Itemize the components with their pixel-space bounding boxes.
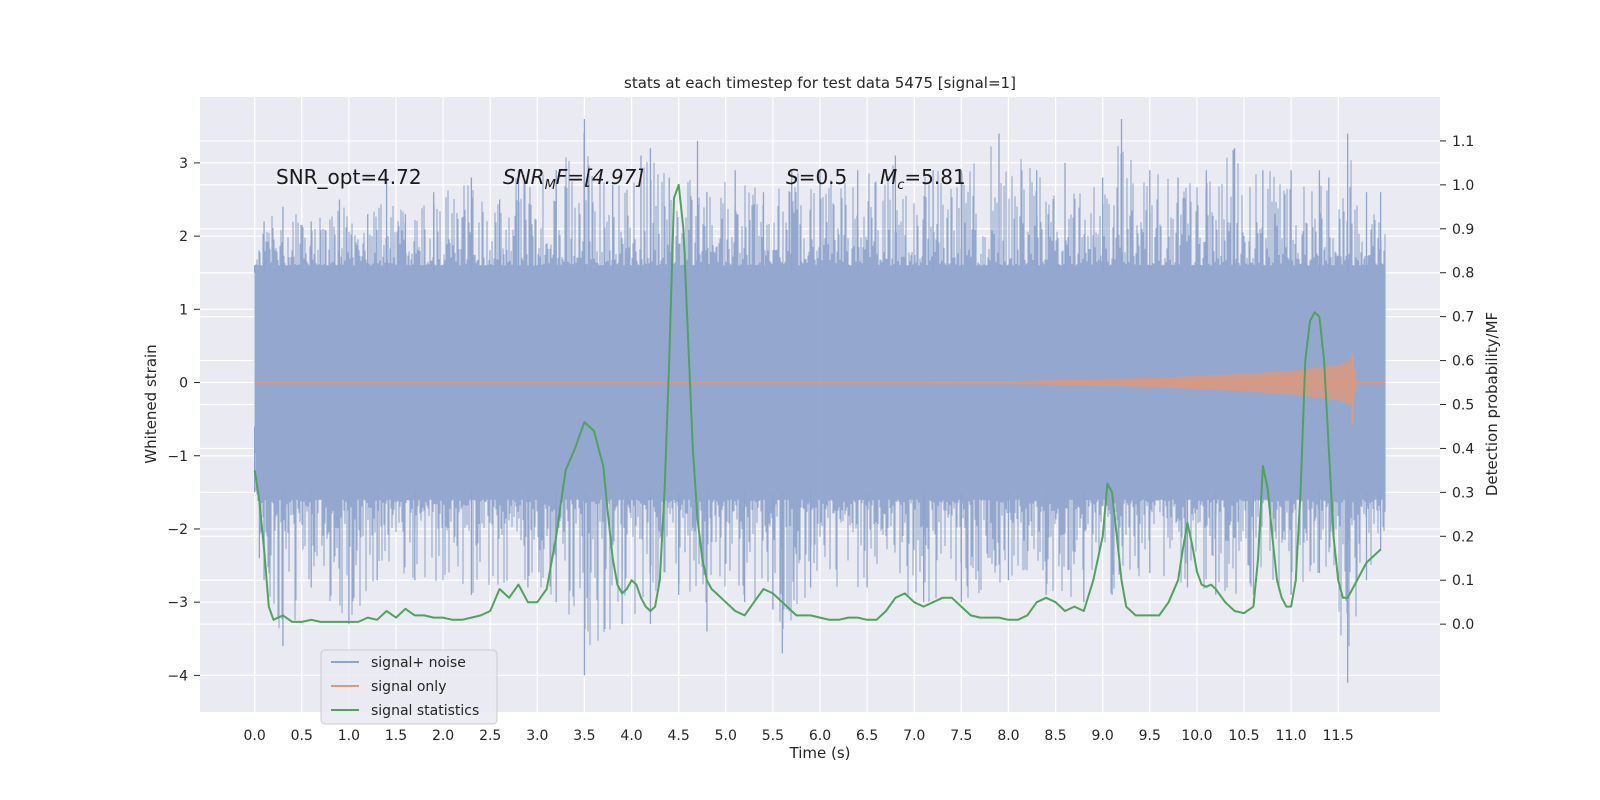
x-tick-label: 10.5	[1228, 728, 1259, 744]
annotation-s-main: S	[786, 165, 799, 189]
y-right-tick-label: 0.2	[1452, 529, 1474, 545]
legend-label-signal-only: signal only	[371, 679, 446, 695]
x-tick-label: 7.0	[903, 728, 925, 744]
x-tick-label: 1.5	[385, 728, 407, 744]
y-right-tick-label: 0.3	[1452, 485, 1474, 501]
y-left-tick-label: −3	[167, 595, 188, 611]
x-tick-label: 5.5	[762, 728, 784, 744]
y-left-tick-label: 3	[179, 156, 188, 172]
annotation-snr-mf-rest: F=[4.97]	[556, 165, 644, 189]
annotation-s: S=0.5	[786, 165, 847, 189]
x-tick-label: 2.5	[479, 728, 501, 744]
x-tick-label: 6.0	[809, 728, 831, 744]
chart-title: stats at each timestep for test data 547…	[624, 74, 1016, 92]
x-axis-ticks: 0.0 0.5 1.0 1.5 2.0 2.5 3.0 3.5 4.0 4.5 5.0 5.5 6.0 6…	[244, 728, 1354, 744]
x-tick-label: 3.5	[573, 728, 595, 744]
annotation-mc: Mc=5.81	[880, 165, 966, 193]
x-tick-label: 11.0	[1276, 728, 1307, 744]
signal-only-series	[254, 353, 1386, 425]
x-tick-label: 5.0	[715, 728, 737, 744]
y-right-tick-label: 0.9	[1452, 222, 1474, 238]
annotation-mc-sub: c	[897, 178, 904, 193]
y-left-tick-label: −1	[167, 449, 188, 465]
annotation-mc-main: M	[880, 165, 897, 189]
y-right-tick-label: 0.5	[1452, 398, 1474, 414]
x-tick-label: 0.0	[244, 728, 266, 744]
x-tick-label: 1.0	[338, 728, 360, 744]
x-tick-label: 8.5	[1044, 728, 1066, 744]
x-tick-label: 10.0	[1181, 728, 1212, 744]
x-tick-label: 4.0	[620, 728, 642, 744]
y-left-tick-label: −4	[167, 668, 188, 684]
x-tick-label: 8.0	[997, 728, 1019, 744]
legend-box	[320, 649, 498, 725]
x-tick-label: 9.5	[1139, 728, 1161, 744]
y-left-axis-label: Whitened strain	[142, 344, 160, 463]
x-tick-label: 0.5	[291, 728, 313, 744]
legend-label-signal-statistics: signal statistics	[371, 703, 479, 719]
y-right-axis-ticks: 1.1 1.0 0.9 0.8 0.7 0.6 0.5 0.4 0.3 0.2 0.1 0.0	[1440, 134, 1474, 633]
annotation-snr-mf-sub: M	[545, 178, 556, 193]
annotation-s-rest: =0.5	[799, 165, 848, 189]
annotation-snr-mf-main: SNR	[503, 165, 545, 189]
x-tick-label: 9.0	[1092, 728, 1114, 744]
annotation-snr-mf: SNRMF=[4.97]	[503, 165, 644, 193]
y-right-tick-label: 0.8	[1452, 266, 1474, 282]
legend: signal+ noise signal only signal statist…	[320, 649, 498, 725]
x-axis-label: Time (s)	[789, 744, 851, 762]
y-right-tick-label: 0.4	[1452, 441, 1474, 457]
x-tick-label: 11.5	[1323, 728, 1354, 744]
y-right-tick-label: 1.0	[1452, 178, 1474, 194]
annotation-snr-opt: SNR_opt=4.72	[276, 165, 422, 189]
y-left-tick-label: 1	[179, 302, 188, 318]
y-right-tick-label: 0.6	[1452, 354, 1474, 370]
y-right-axis-label: Detection probability/MF	[1483, 312, 1501, 496]
x-tick-label: 7.5	[950, 728, 972, 744]
y-right-tick-label: 0.7	[1452, 310, 1474, 326]
annotation-mc-rest: =5.81	[904, 165, 965, 189]
x-tick-label: 6.5	[856, 728, 878, 744]
y-right-tick-label: 0.1	[1452, 573, 1474, 589]
signal-noise-series	[254, 118, 1386, 683]
y-left-tick-label: 0	[179, 376, 188, 392]
y-left-tick-label: −2	[167, 522, 188, 538]
signal-statistics-series	[253, 183, 1382, 623]
y-left-tick-label: 2	[179, 229, 188, 245]
y-right-tick-label: 1.1	[1452, 134, 1474, 150]
legend-label-signal-noise: signal+ noise	[371, 655, 466, 671]
x-tick-label: 2.0	[432, 728, 454, 744]
y-right-tick-label: 0.0	[1452, 617, 1474, 633]
y-left-axis-ticks: 3 2 1 0 −1 −2 −3 −4	[167, 156, 200, 684]
signal-noise-line	[254, 132, 1386, 647]
x-tick-label: 3.0	[526, 728, 548, 744]
x-tick-label: 4.5	[668, 728, 690, 744]
signal-statistics-line	[253, 183, 1382, 623]
